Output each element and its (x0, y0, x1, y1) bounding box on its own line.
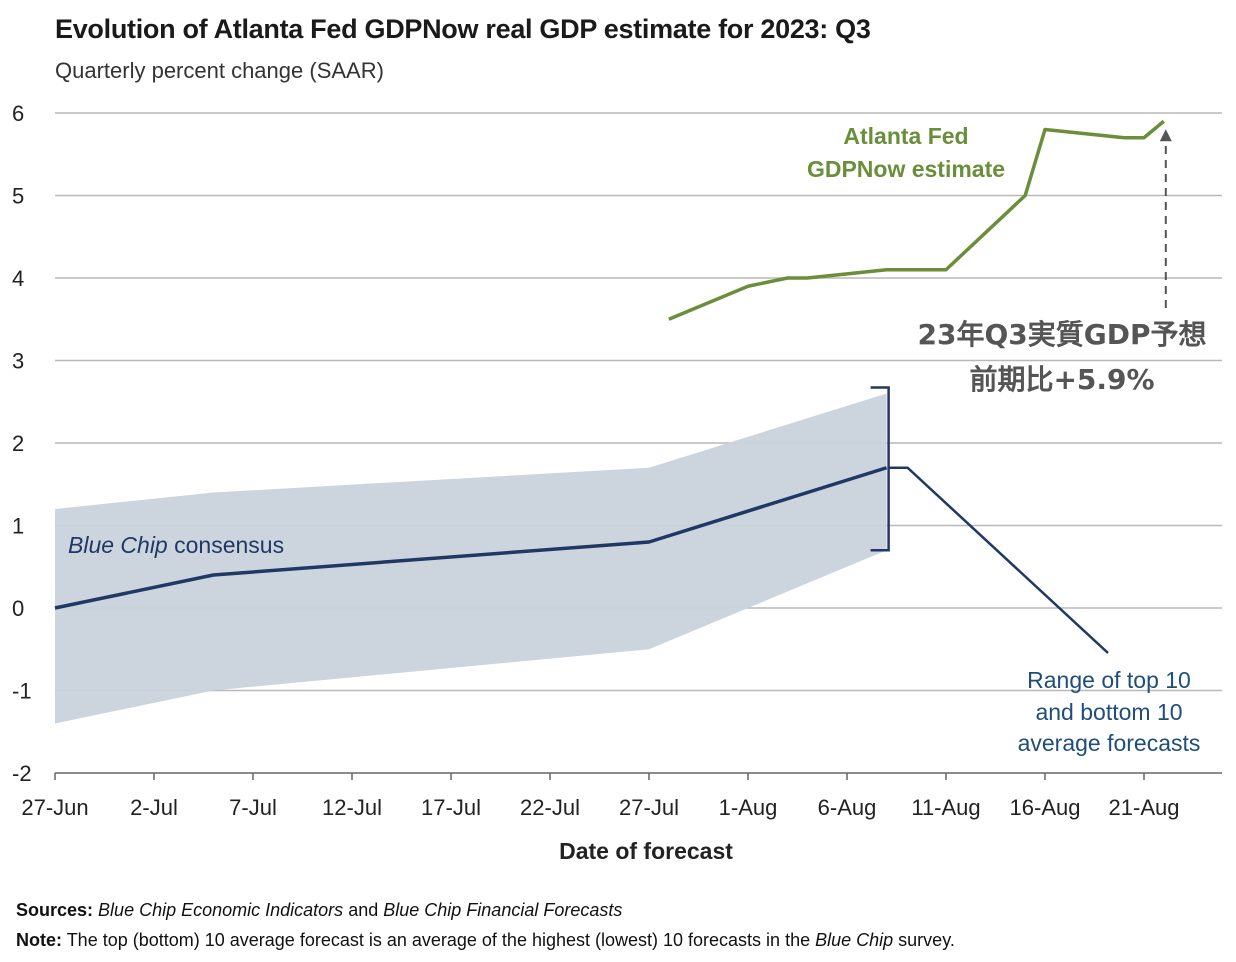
y-axis: -2 -1 0 1 2 3 4 5 6 (12, 101, 32, 786)
x-tick-label: 27-Jun (21, 795, 88, 820)
y-tick-label: 6 (12, 101, 24, 126)
x-tick-label: 22-Jul (520, 795, 580, 820)
x-axis: 27-Jun 2-Jul 7-Jul 12-Jul 17-Jul 22-Jul 27-Jul… (21, 772, 1222, 820)
y-tick-label: 2 (12, 431, 24, 456)
y-tick-label: -2 (12, 761, 32, 786)
range-band (55, 393, 887, 724)
y-tick-label: 5 (12, 184, 24, 209)
gdpnow-label-line1: Atlanta Fed (843, 123, 968, 149)
chart-subtitle: Quarterly percent change (SAAR) (55, 58, 384, 83)
y-tick-label: 3 (12, 349, 24, 374)
sources-text-1: Blue Chip Economic Indicators (98, 900, 344, 920)
x-tick-label: 11-Aug (911, 795, 980, 820)
range-band-layer (55, 386, 1109, 724)
gdp-chart: -2 -1 0 1 2 3 4 5 6 27-Jun 2-Jul 7-Jul 12-Jul 17-Jul… (12, 101, 1222, 820)
chart-title: Evolution of Atlanta Fed GDPNow real GDP… (55, 14, 871, 44)
x-tick-label: 2-Jul (130, 795, 178, 820)
x-tick-label: 21-Aug (1109, 795, 1180, 820)
consensus-label-rest: consensus (174, 532, 284, 558)
jp-label-line2: 前期比+5.9% (969, 363, 1154, 396)
y-tick-label: 0 (12, 596, 24, 621)
consensus-label-italic: Blue Chip (68, 532, 168, 558)
x-tick-label: 6-Aug (818, 795, 877, 820)
sources-label: Sources: (16, 900, 94, 920)
x-tick-label: 7-Jul (229, 795, 277, 820)
x-axis-title: Date of forecast (559, 838, 733, 864)
note-italic: Blue Chip (815, 930, 894, 950)
jp-label-line1: 23年Q3実質GDP予想 (918, 318, 1207, 351)
sources-footnote: Sources: Blue Chip Economic Indicators a… (16, 900, 622, 921)
note-text-1: The top (bottom) 10 average forecast is … (66, 930, 811, 950)
x-tick-label: 16-Aug (1010, 795, 1081, 820)
x-tick-label: 27-Jul (619, 795, 679, 820)
x-tick-label: 12-Jul (322, 795, 382, 820)
note-footnote: Note: The top (bottom) 10 average foreca… (16, 930, 955, 951)
y-tick-label: 4 (12, 266, 24, 291)
gdpnow-label-line2: GDPNow estimate (807, 156, 1005, 182)
consensus-line (54, 466, 888, 610)
range-label-line2: and bottom 10 (1035, 699, 1182, 725)
x-tick-label: 1-Aug (719, 795, 778, 820)
consensus-label: Blue Chip consensus (68, 532, 284, 558)
y-tick-label: 1 (12, 514, 24, 539)
gdpnow-line (668, 119, 1165, 321)
note-text-2: survey. (898, 930, 955, 950)
sources-text-2: Blue Chip Financial Forecasts (383, 900, 623, 920)
series-lines (54, 119, 1172, 610)
note-label: Note: (16, 930, 62, 950)
range-label-line1: Range of top 10 (1027, 667, 1191, 693)
sources-and: and (348, 900, 379, 920)
range-pointer-line (888, 466, 1109, 654)
x-tick-label: 17-Jul (421, 795, 481, 820)
jp-arrow-head (1159, 129, 1172, 142)
annotations: Atlanta Fed GDPNow estimate Blue Chip co… (68, 123, 1207, 756)
y-tick-label: -1 (12, 679, 32, 704)
range-label-line3: average forecasts (1018, 730, 1201, 756)
